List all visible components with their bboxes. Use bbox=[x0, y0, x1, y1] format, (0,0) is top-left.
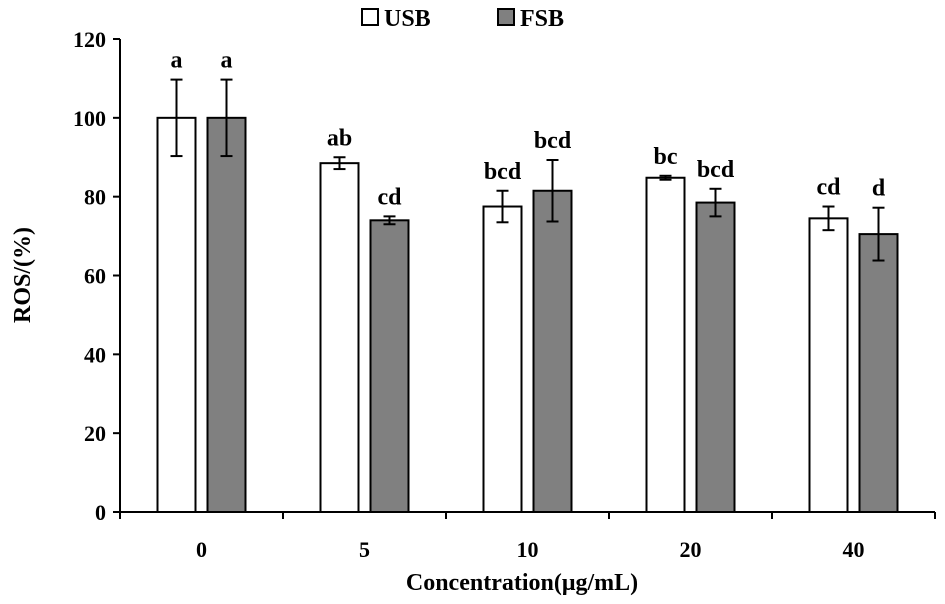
x-axis-title: Concentration(μg/mL) bbox=[406, 570, 638, 596]
x-tick-label: 40 bbox=[843, 537, 865, 562]
legend: USB FSB bbox=[361, 6, 564, 32]
bar bbox=[808, 217, 849, 514]
bar bbox=[645, 176, 686, 513]
y-tick-label: 100 bbox=[73, 106, 106, 131]
legend-swatch bbox=[497, 8, 515, 26]
bar bbox=[369, 219, 410, 513]
y-tick-label: 40 bbox=[84, 342, 106, 367]
legend-label: FSB bbox=[520, 6, 564, 32]
significance-label: ab bbox=[327, 125, 352, 151]
significance-label: a bbox=[171, 48, 183, 74]
bars bbox=[156, 116, 899, 514]
significance-label: bcd bbox=[697, 157, 735, 183]
bar bbox=[206, 116, 247, 513]
significance-label: bc bbox=[654, 144, 678, 170]
significance-label: bcd bbox=[534, 128, 572, 154]
bar bbox=[482, 205, 523, 513]
significance-label: cd bbox=[817, 175, 842, 201]
significance-label: d bbox=[872, 176, 886, 202]
bar bbox=[858, 233, 899, 514]
significance-label: a bbox=[221, 48, 233, 74]
significance-label: cd bbox=[378, 184, 403, 210]
y-tick-label: 20 bbox=[84, 421, 106, 446]
bar bbox=[695, 201, 736, 513]
x-tick-label: 0 bbox=[196, 537, 207, 562]
y-tick-label: 80 bbox=[84, 185, 106, 210]
x-tick-label: 10 bbox=[517, 537, 539, 562]
legend-label: USB bbox=[384, 6, 431, 32]
legend-swatch bbox=[361, 8, 379, 26]
error-bars bbox=[170, 78, 885, 262]
y-tick-label: 120 bbox=[73, 27, 106, 52]
y-axis-title: ROS/(%) bbox=[10, 227, 36, 323]
significance-label: bcd bbox=[484, 159, 522, 185]
y-tick-label: 0 bbox=[95, 500, 106, 525]
y-tick-label: 60 bbox=[84, 264, 106, 289]
bar bbox=[319, 162, 360, 513]
x-tick-label: 5 bbox=[359, 537, 370, 562]
bar bbox=[532, 189, 573, 513]
axes: 0 20 40 60 80 100 120 0 5 10 20 40 bbox=[73, 27, 936, 562]
x-tick-label: 20 bbox=[680, 537, 702, 562]
bar bbox=[156, 116, 197, 513]
